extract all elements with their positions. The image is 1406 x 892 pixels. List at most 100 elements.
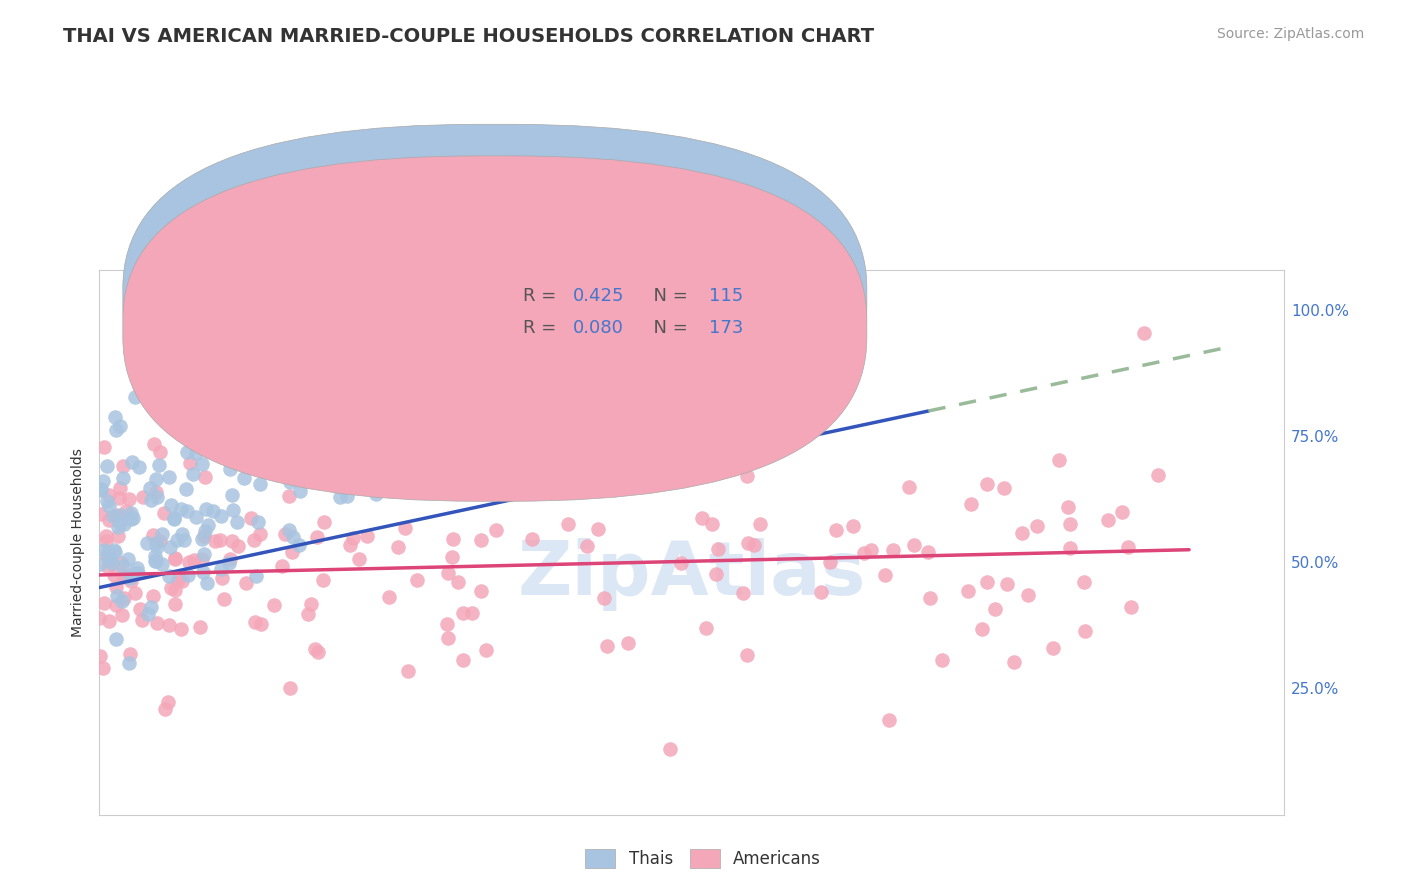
Point (141, 493, 163, 508)
Point (221, 488, 243, 502)
Point (1017, 588, 1039, 602)
FancyBboxPatch shape (122, 124, 868, 470)
Point (312, 515, 335, 529)
Point (283, 530, 305, 544)
Point (115, 503, 138, 517)
Point (1121, 599, 1143, 614)
Point (174, 482, 197, 496)
Point (110, 508, 132, 522)
Text: ZipAtlas: ZipAtlas (517, 539, 866, 611)
Point (176, 504, 198, 518)
Point (121, 455, 143, 469)
Point (299, 598, 322, 612)
Point (304, 641, 326, 656)
Point (852, 546, 875, 560)
Point (105, 589, 128, 603)
Point (984, 602, 1007, 616)
Point (124, 586, 146, 600)
Point (166, 573, 188, 587)
Point (742, 538, 765, 552)
Point (184, 509, 207, 524)
Point (163, 510, 186, 524)
Point (211, 571, 233, 585)
Point (170, 502, 193, 516)
Point (136, 535, 159, 549)
Point (163, 598, 186, 612)
Point (142, 590, 165, 604)
Point (101, 509, 124, 524)
Point (142, 528, 165, 542)
Point (976, 476, 998, 491)
Point (396, 664, 419, 678)
Point (263, 382, 285, 396)
Point (1056, 500, 1078, 514)
Point (145, 554, 167, 568)
Point (170, 622, 193, 636)
Point (278, 475, 301, 489)
Point (898, 479, 921, 493)
Point (1042, 640, 1064, 655)
Point (288, 538, 311, 552)
Point (93, 440, 115, 454)
Point (131, 614, 153, 628)
Point (145, 472, 167, 486)
Point (249, 526, 271, 541)
Point (441, 532, 464, 546)
Point (96, 459, 118, 474)
Point (108, 516, 131, 530)
Point (117, 552, 139, 566)
Point (810, 585, 832, 599)
Point (576, 539, 599, 553)
Point (308, 458, 330, 472)
Point (191, 566, 214, 580)
Point (1047, 453, 1070, 467)
Point (177, 568, 200, 582)
Point (586, 522, 609, 536)
Point (1025, 518, 1047, 533)
Point (94, 533, 117, 548)
Point (112, 471, 135, 485)
Point (860, 543, 883, 558)
Point (89, 611, 111, 625)
Point (136, 607, 159, 621)
Point (141, 600, 163, 615)
Point (172, 526, 194, 541)
Point (214, 438, 236, 452)
Point (903, 538, 925, 552)
Point (305, 530, 328, 544)
Point (873, 568, 896, 582)
Point (139, 481, 162, 495)
Point (120, 571, 142, 585)
Point (122, 511, 145, 525)
Point (249, 616, 271, 631)
Point (259, 430, 281, 444)
Point (96, 494, 118, 508)
Point (274, 381, 297, 395)
Point (596, 639, 619, 653)
Point (165, 551, 187, 566)
Point (90, 483, 112, 497)
Point (246, 516, 269, 530)
Point (209, 562, 232, 576)
Point (405, 573, 427, 587)
Point (226, 515, 249, 529)
Point (132, 490, 155, 504)
Point (824, 523, 846, 537)
Point (229, 439, 252, 453)
Point (208, 533, 231, 548)
Point (1074, 624, 1097, 638)
Point (176, 444, 198, 458)
Point (108, 491, 131, 505)
Point (249, 477, 271, 491)
Point (150, 526, 173, 541)
Point (242, 533, 264, 547)
Point (704, 566, 727, 581)
Point (748, 516, 770, 531)
Point (976, 574, 998, 589)
Point (364, 486, 387, 500)
Point (157, 695, 180, 709)
Point (110, 419, 132, 434)
Point (181, 467, 204, 481)
Point (342, 532, 364, 546)
Point (107, 528, 129, 542)
